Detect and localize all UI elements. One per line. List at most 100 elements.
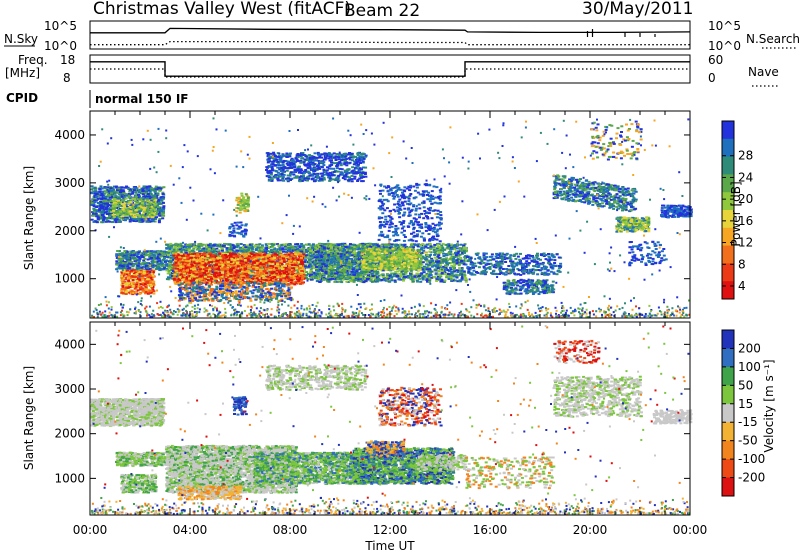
data-cell	[137, 191, 141, 194]
data-cell	[136, 256, 139, 258]
data-cell	[264, 243, 268, 246]
data-cell	[95, 195, 99, 198]
data-cell	[167, 245, 171, 248]
data-cell	[127, 194, 131, 197]
data-cell	[304, 256, 307, 259]
data-cell	[280, 248, 284, 251]
data-cell	[128, 220, 132, 223]
nsearch-label: N.Search	[746, 32, 800, 46]
data-cell	[161, 252, 165, 255]
data-cell	[217, 250, 221, 253]
data-cell	[102, 218, 106, 221]
data-cell	[160, 199, 164, 202]
data-cell	[205, 243, 209, 246]
data-cell	[201, 257, 204, 260]
data-cell	[154, 268, 158, 271]
data-cell	[167, 278, 171, 281]
data-cell	[187, 248, 191, 251]
data-cell	[162, 186, 166, 189]
data-cell	[127, 211, 131, 214]
data-cell	[242, 250, 246, 253]
data-cell	[104, 220, 108, 223]
data-cell	[167, 266, 171, 269]
data-cell	[122, 190, 126, 193]
data-cell	[127, 187, 131, 190]
data-cell	[134, 262, 138, 265]
data-cell	[161, 201, 165, 204]
data-cell	[124, 219, 127, 222]
data-cell	[313, 273, 317, 276]
data-cell	[150, 203, 154, 206]
data-cell	[111, 213, 115, 216]
data-cell	[207, 248, 211, 251]
data-cell	[129, 255, 133, 258]
data-cell	[217, 243, 221, 246]
data-cell	[131, 265, 135, 268]
data-cell	[276, 250, 280, 253]
data-cell	[115, 211, 119, 214]
data-cell	[130, 250, 134, 253]
data-cell	[93, 192, 97, 195]
data-cell	[248, 269, 251, 272]
data-cell	[164, 251, 168, 254]
data-cell	[146, 274, 150, 277]
data-cell	[125, 185, 128, 188]
data-cell	[264, 247, 268, 250]
data-cell	[130, 257, 134, 260]
data-cell	[121, 259, 125, 262]
data-cell	[125, 289, 128, 292]
data-cell	[236, 244, 240, 247]
freq-panel-frame	[89, 54, 691, 84]
data-cell	[164, 260, 167, 263]
data-cell	[251, 246, 255, 249]
data-cell	[137, 206, 141, 209]
data-cell	[343, 264, 347, 267]
data-cell	[141, 200, 145, 203]
data-cell	[260, 248, 264, 251]
data-cell	[275, 248, 279, 251]
data-cell	[144, 266, 148, 269]
data-cell	[204, 249, 208, 252]
data-cell	[296, 247, 300, 250]
data-cell	[302, 246, 306, 249]
data-cell	[120, 279, 124, 282]
data-cell	[122, 266, 126, 269]
data-cell	[151, 266, 155, 269]
data-cell	[366, 262, 370, 265]
data-cell	[106, 203, 110, 206]
data-cell	[147, 276, 151, 279]
data-cell	[106, 198, 110, 201]
data-cell	[158, 258, 161, 261]
data-cell	[150, 278, 154, 281]
data-cell	[371, 249, 375, 251]
data-cell	[109, 188, 113, 191]
data-cell	[197, 244, 201, 247]
data-cell	[117, 258, 121, 261]
data-cell	[148, 185, 152, 188]
data-cell	[118, 262, 122, 265]
data-cell	[145, 284, 149, 287]
data-cell	[279, 250, 283, 253]
data-cell	[117, 216, 121, 218]
data-cell	[145, 280, 149, 283]
data-cell	[161, 192, 165, 195]
data-cell	[142, 208, 146, 211]
data-cell	[137, 267, 141, 270]
data-cell	[162, 266, 166, 269]
data-cell	[103, 186, 107, 189]
data-cell	[124, 210, 128, 213]
data-cell	[212, 249, 216, 251]
data-cell	[151, 261, 155, 264]
data-cell	[161, 262, 165, 265]
data-cell	[121, 208, 125, 211]
data-cell	[304, 277, 308, 280]
data-cell	[132, 213, 136, 216]
data-cell	[106, 188, 110, 191]
data-cell	[129, 254, 133, 257]
data-cell	[143, 278, 146, 281]
data-cell	[120, 258, 124, 261]
data-cell	[191, 256, 195, 259]
data-cell	[95, 199, 99, 202]
data-cell	[261, 251, 265, 254]
data-cell	[139, 209, 143, 212]
